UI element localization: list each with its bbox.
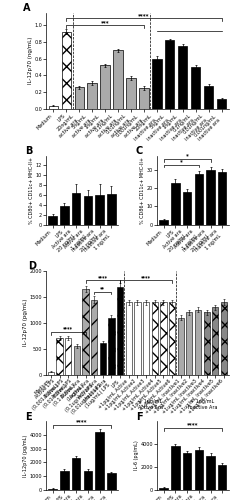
Bar <box>49 216 57 224</box>
Bar <box>218 464 226 490</box>
Bar <box>195 310 201 374</box>
Bar <box>95 432 104 490</box>
Bar <box>195 450 203 490</box>
Bar <box>60 470 69 490</box>
Bar <box>107 194 116 224</box>
Bar <box>204 86 213 109</box>
Bar <box>91 300 97 374</box>
Bar <box>84 470 92 490</box>
Bar <box>218 172 226 225</box>
Bar <box>159 220 168 224</box>
Bar <box>72 192 80 224</box>
Text: *: * <box>180 159 183 164</box>
Bar <box>152 302 158 374</box>
Text: + 1ug/mL
Inactive Ara: + 1ug/mL Inactive Ara <box>188 400 217 410</box>
Bar <box>49 106 58 109</box>
Bar <box>171 446 179 490</box>
Bar <box>206 170 215 224</box>
Bar <box>191 67 200 109</box>
Bar <box>108 318 115 374</box>
Y-axis label: IL-12p70 (pg/mL): IL-12p70 (pg/mL) <box>23 299 28 346</box>
Bar <box>72 458 80 490</box>
Text: F: F <box>136 412 142 422</box>
Text: *: * <box>185 154 188 158</box>
Bar <box>221 302 227 374</box>
Bar <box>206 456 215 490</box>
Text: D: D <box>28 261 36 271</box>
Text: ****: **** <box>98 275 108 280</box>
Bar <box>178 318 184 374</box>
Bar <box>178 46 187 109</box>
Bar <box>74 346 80 374</box>
Text: ****: **** <box>76 419 88 424</box>
Text: ****: **** <box>63 326 73 332</box>
Bar <box>62 32 71 109</box>
Text: ****: **** <box>187 422 199 427</box>
Bar <box>126 78 136 109</box>
Y-axis label: IL-12p70 (ng/mL): IL-12p70 (ng/mL) <box>28 37 33 84</box>
Bar <box>134 302 140 374</box>
Text: **: ** <box>100 286 105 291</box>
Bar <box>195 174 203 224</box>
Y-axis label: IL-6 (pg/mL): IL-6 (pg/mL) <box>134 440 139 470</box>
Bar <box>126 302 132 374</box>
Text: E: E <box>25 412 31 422</box>
Bar <box>117 286 123 374</box>
Bar <box>183 192 191 224</box>
Text: ***: *** <box>101 20 109 24</box>
Bar <box>139 88 149 109</box>
Bar <box>57 338 63 374</box>
Bar <box>107 474 116 490</box>
Bar <box>60 206 69 225</box>
Bar <box>113 50 123 109</box>
Bar <box>49 488 57 490</box>
Bar <box>88 83 97 109</box>
Text: + 1pg/mL
Active Ara: + 1pg/mL Active Ara <box>138 400 163 410</box>
Bar <box>152 58 161 109</box>
Bar <box>84 196 92 224</box>
Bar <box>100 344 106 374</box>
Bar <box>48 372 54 374</box>
Text: A: A <box>22 2 30 12</box>
Y-axis label: % CD86+ CD11c+ MHC-II+: % CD86+ CD11c+ MHC-II+ <box>140 156 145 224</box>
Text: ****: **** <box>141 275 151 280</box>
Bar <box>165 40 174 109</box>
Bar <box>169 302 175 374</box>
Bar <box>183 453 191 490</box>
Bar <box>186 312 192 374</box>
Bar <box>65 338 71 374</box>
Bar <box>204 312 210 374</box>
Bar <box>160 302 167 374</box>
Bar <box>100 66 110 109</box>
Bar <box>217 99 226 109</box>
Bar <box>95 195 104 224</box>
Text: C: C <box>136 146 143 156</box>
Text: B: B <box>25 146 32 156</box>
Bar <box>75 87 84 109</box>
Bar <box>159 488 168 490</box>
Bar <box>82 289 89 374</box>
Bar <box>143 302 149 374</box>
Y-axis label: % CD80+ CD11c+ MHC-II+: % CD80+ CD11c+ MHC-II+ <box>29 156 34 224</box>
Y-axis label: IL-12p70 (pg/mL): IL-12p70 (pg/mL) <box>23 434 28 476</box>
Bar <box>171 183 179 224</box>
Bar <box>212 308 218 374</box>
Text: ****: **** <box>138 13 150 18</box>
